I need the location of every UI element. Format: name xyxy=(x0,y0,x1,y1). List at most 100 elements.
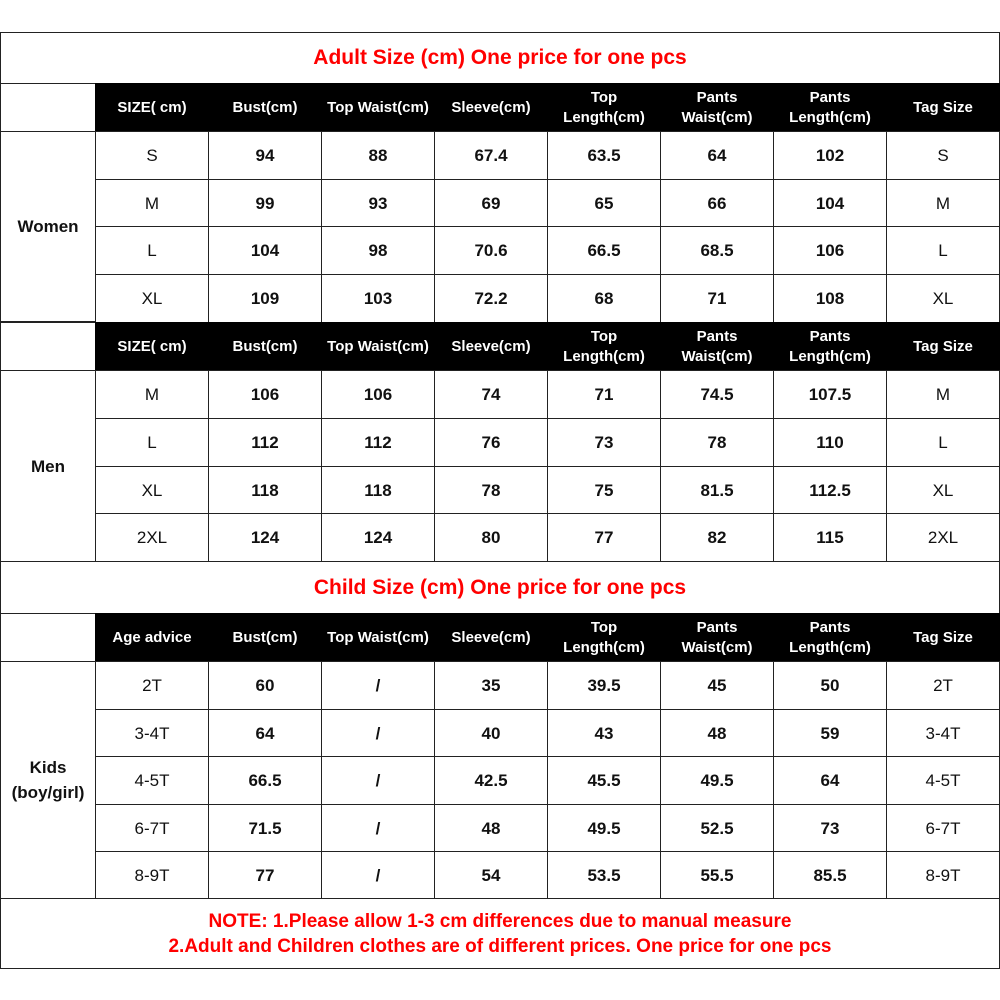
table-cell: / xyxy=(321,661,435,710)
column-header: Pants Waist(cm) xyxy=(660,83,774,132)
table-cell: / xyxy=(321,851,435,900)
table-cell: 109 xyxy=(208,274,322,323)
column-header: Pants Length(cm) xyxy=(773,83,887,132)
column-header-text: Waist(cm) xyxy=(681,347,753,365)
column-header: Bust(cm) xyxy=(208,322,322,371)
header-blank-cell xyxy=(0,613,96,662)
column-header: Sleeve(cm) xyxy=(434,83,548,132)
table-cell: / xyxy=(321,756,435,805)
table-cell: 104 xyxy=(208,226,322,275)
table-cell: 118 xyxy=(208,466,322,515)
table-cell: 106 xyxy=(321,370,435,419)
table-cell: 110 xyxy=(773,418,887,467)
column-header-text: Length(cm) xyxy=(789,638,871,656)
column-header-text: Pants xyxy=(809,618,851,636)
table-cell: 102 xyxy=(773,131,887,180)
column-header-text: Top xyxy=(590,88,618,106)
column-header-text: Pants xyxy=(696,618,738,636)
table-cell: 71 xyxy=(660,274,774,323)
table-cell: XL xyxy=(886,466,1000,515)
column-header: Top Waist(cm) xyxy=(321,83,435,132)
column-header-text: Length(cm) xyxy=(789,108,871,126)
column-header-text: Waist(cm) xyxy=(681,108,753,126)
column-header: Pants Waist(cm) xyxy=(660,613,774,662)
column-header-text: Bust(cm) xyxy=(232,337,298,355)
column-header-text: Sleeve(cm) xyxy=(451,98,531,116)
table-cell: 94 xyxy=(208,131,322,180)
note-line1: NOTE: 1.Please allow 1-3 cm differences … xyxy=(208,910,792,932)
note-box: NOTE: 1.Please allow 1-3 cm differences … xyxy=(0,898,1000,969)
table-cell: 2XL xyxy=(886,513,1000,562)
column-header-text: Length(cm) xyxy=(789,347,871,365)
table-cell: L xyxy=(95,418,209,467)
column-header-text: Length(cm) xyxy=(563,108,645,126)
table-cell: M xyxy=(95,370,209,419)
table-cell: 2T xyxy=(95,661,209,710)
table-cell: 49.5 xyxy=(660,756,774,805)
column-header: Top Waist(cm) xyxy=(321,613,435,662)
column-header: Top Length(cm) xyxy=(547,322,661,371)
column-header: Sleeve(cm) xyxy=(434,322,548,371)
column-header-text: Top Waist(cm) xyxy=(327,337,429,355)
group-label: Women xyxy=(0,131,96,322)
column-header: Bust(cm) xyxy=(208,83,322,132)
column-header-text: SIZE( cm) xyxy=(117,337,187,355)
table-cell: 8-9T xyxy=(95,851,209,900)
table-cell: 48 xyxy=(660,709,774,758)
table-cell: 107.5 xyxy=(773,370,887,419)
table-cell: 115 xyxy=(773,513,887,562)
table-cell: 3-4T xyxy=(886,709,1000,758)
table-cell: 81.5 xyxy=(660,466,774,515)
child-size-title: Child Size (cm) One price for one pcs xyxy=(0,561,1000,614)
table-cell: 108 xyxy=(773,274,887,323)
table-cell: 55.5 xyxy=(660,851,774,900)
table-cell: 6-7T xyxy=(886,804,1000,853)
column-header: Bust(cm) xyxy=(208,613,322,662)
table-cell: 106 xyxy=(773,226,887,275)
table-cell: M xyxy=(886,179,1000,228)
group-label-text: Kids xyxy=(29,758,67,778)
table-cell: 72.2 xyxy=(434,274,548,323)
column-header-text: Waist(cm) xyxy=(681,638,753,656)
table-cell: 64 xyxy=(660,131,774,180)
note-line2: 2.Adult and Children clothes are of diff… xyxy=(168,935,832,957)
table-cell: / xyxy=(321,804,435,853)
column-header: Age advice xyxy=(95,613,209,662)
column-header: Sleeve(cm) xyxy=(434,613,548,662)
table-cell: 6-7T xyxy=(95,804,209,853)
table-cell: XL xyxy=(886,274,1000,323)
table-cell: 78 xyxy=(660,418,774,467)
column-header-text: Length(cm) xyxy=(563,347,645,365)
table-cell: 4-5T xyxy=(886,756,1000,805)
table-cell: 78 xyxy=(434,466,548,515)
table-cell: 73 xyxy=(547,418,661,467)
table-cell: L xyxy=(95,226,209,275)
table-cell: 65 xyxy=(547,179,661,228)
table-cell: 71.5 xyxy=(208,804,322,853)
table-cell: 67.4 xyxy=(434,131,548,180)
group-label-text: Women xyxy=(17,217,79,236)
table-cell: 73 xyxy=(773,804,887,853)
table-cell: 112 xyxy=(208,418,322,467)
table-cell: 40 xyxy=(434,709,548,758)
table-cell: L xyxy=(886,226,1000,275)
column-header-text: Pants xyxy=(696,327,738,345)
table-cell: 4-5T xyxy=(95,756,209,805)
column-header: Tag Size xyxy=(886,83,1000,132)
group-label: Men xyxy=(0,370,96,563)
table-cell: 80 xyxy=(434,513,548,562)
column-header-text: Age advice xyxy=(112,628,192,646)
column-header: Tag Size xyxy=(886,613,1000,662)
table-cell: 59 xyxy=(773,709,887,758)
table-cell: 60 xyxy=(208,661,322,710)
column-header-text: Length(cm) xyxy=(563,638,645,656)
table-cell: 98 xyxy=(321,226,435,275)
table-cell: 8-9T xyxy=(886,851,1000,900)
table-cell: 63.5 xyxy=(547,131,661,180)
table-cell: 53.5 xyxy=(547,851,661,900)
column-header: Pants Length(cm) xyxy=(773,613,887,662)
column-header: Top Length(cm) xyxy=(547,83,661,132)
table-cell: S xyxy=(95,131,209,180)
table-cell: 75 xyxy=(547,466,661,515)
column-header-text: Tag Size xyxy=(913,337,973,355)
